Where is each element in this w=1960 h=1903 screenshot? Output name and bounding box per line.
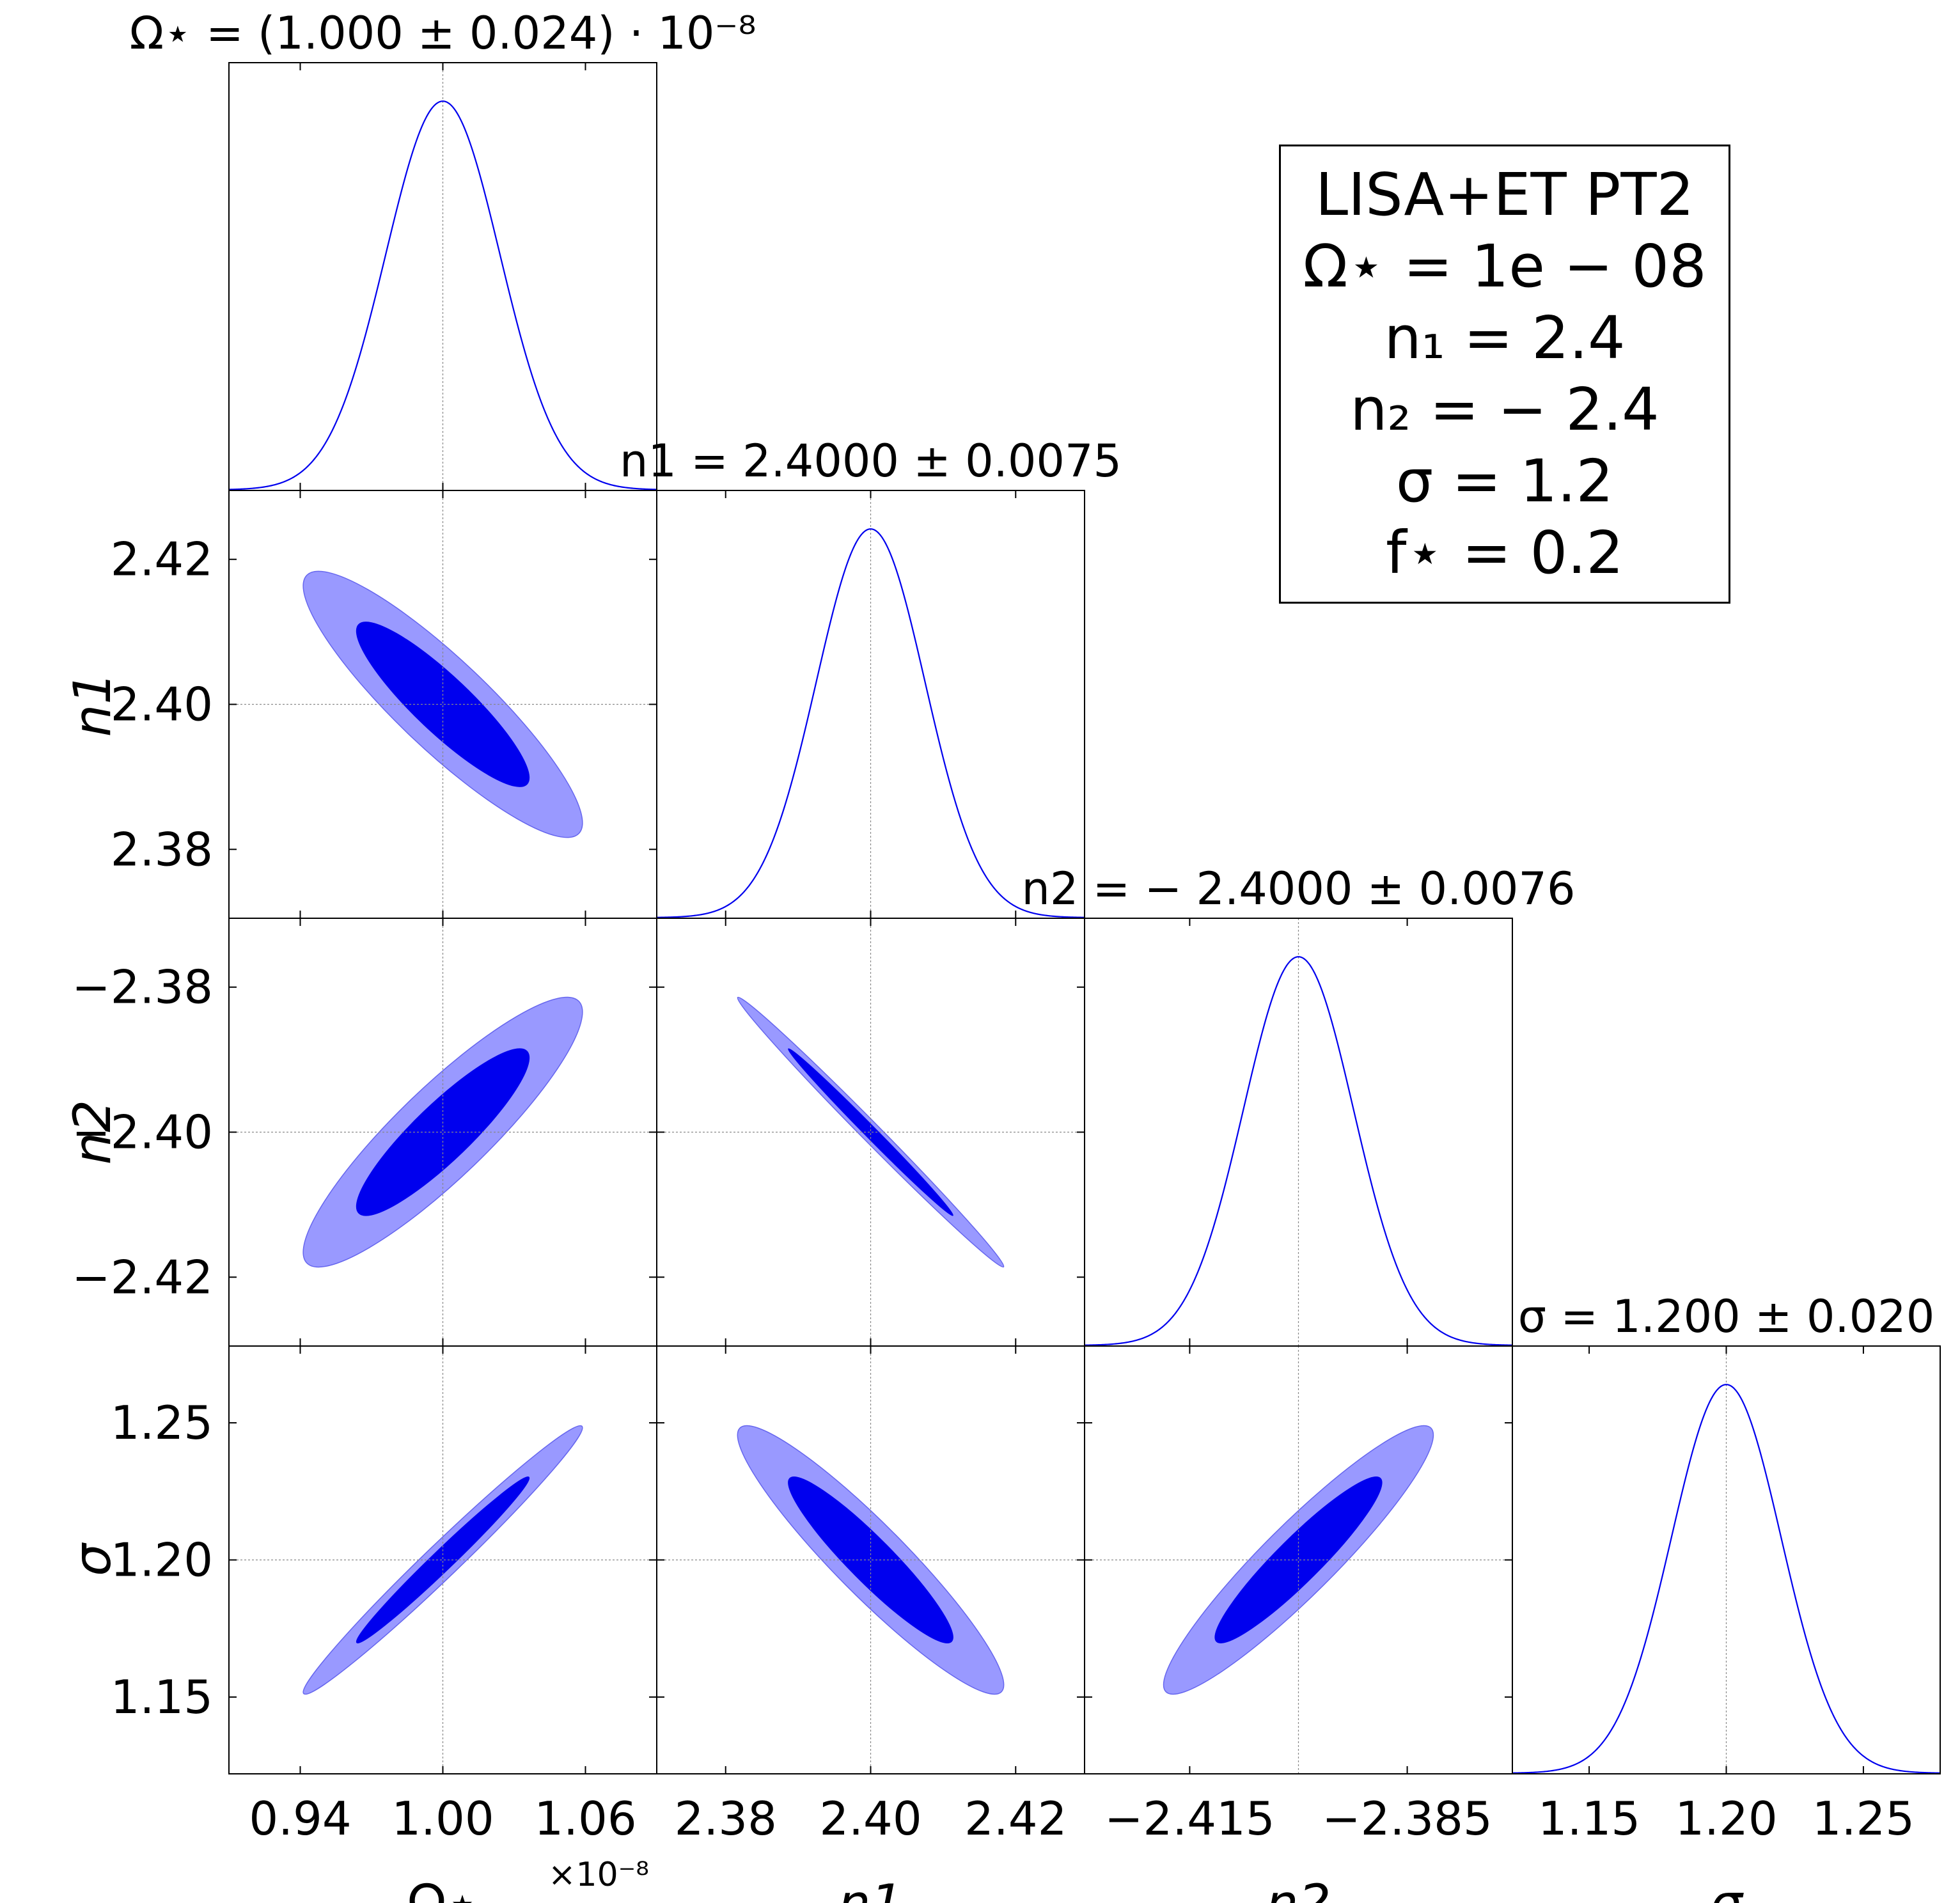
- contour-1sigma-sigma-vs-n2: [1214, 1476, 1383, 1643]
- x-tick-label-n2: −2.415: [1104, 1792, 1274, 1845]
- y-tick-label-sigma: 1.15: [111, 1670, 213, 1724]
- legend-omega: Ω⋆ = 1e − 08: [1303, 232, 1707, 301]
- x-axis-label-omega: Ω⋆: [407, 1874, 478, 1903]
- x-tick-label-omega: 1.06: [534, 1792, 636, 1845]
- x-tick-label-n1: 2.40: [819, 1792, 921, 1845]
- y-tick-label-n1: 2.42: [111, 533, 213, 586]
- x-axis-label-sigma: σ: [1710, 1874, 1744, 1903]
- contour-1sigma-n2-vs-omega: [356, 1048, 530, 1216]
- x-tick-label-n1: 2.38: [675, 1792, 777, 1845]
- x-tick-label-n2: −2.385: [1322, 1792, 1492, 1845]
- x-tick-label-n1: 2.42: [964, 1792, 1067, 1845]
- y-tick-label-n1: 2.38: [111, 822, 213, 876]
- legend-title: LISA+ET PT2: [1315, 161, 1695, 229]
- y-axis-label-n2: n2: [63, 1100, 122, 1165]
- posterior-curve-n1: [656, 528, 1085, 918]
- panel-frame-3-3: [1512, 1345, 1941, 1774]
- contour-1sigma-sigma-vs-omega: [356, 1476, 530, 1643]
- x-tick-label-sigma: 1.20: [1675, 1792, 1777, 1845]
- x-tick-label-omega: 1.00: [391, 1792, 494, 1845]
- y-axis-label-sigma: σ: [63, 1542, 122, 1576]
- y-tick-label-n2: −2.38: [72, 960, 213, 1014]
- x-tick-label-sigma: 1.15: [1538, 1792, 1640, 1845]
- legend-fstar: f⋆ = 0.2: [1386, 519, 1624, 587]
- x-axis-label-n1: n1: [838, 1874, 904, 1903]
- legend-box: LISA+ET PT2 Ω⋆ = 1e − 08 n₁ = 2.4 n₂ = −…: [1279, 145, 1730, 604]
- x-tick-label-omega: 0.94: [249, 1792, 351, 1845]
- posterior-curve-n2: [1084, 956, 1513, 1346]
- panel-frame-2-2: [1084, 918, 1513, 1347]
- panel-frame-1-1: [656, 490, 1085, 919]
- y-tick-label-sigma: 1.20: [111, 1533, 213, 1587]
- y-tick-label-n1: 2.40: [111, 678, 213, 732]
- contour-1sigma-sigma-vs-n1: [788, 1476, 953, 1643]
- y-tick-label-n2: −2.40: [72, 1106, 213, 1159]
- panel-title-n2: n2 = − 2.4000 ± 0.0076: [1022, 863, 1576, 915]
- x-axis-label-n2: n2: [1266, 1874, 1331, 1903]
- y-tick-label-n2: −2.42: [72, 1250, 213, 1304]
- legend-n2: n₂ = − 2.4: [1350, 375, 1659, 444]
- y-axis-label-n1: n1: [63, 672, 122, 737]
- legend-sigma: σ = 1.2: [1395, 447, 1614, 515]
- posterior-curve-omega: [228, 100, 657, 490]
- legend-n1: n₁ = 2.4: [1384, 304, 1626, 372]
- contour-1sigma-n1-vs-omega: [356, 622, 530, 787]
- posterior-curve-sigma: [1512, 1384, 1941, 1774]
- x-offset-label-omega: ×10⁻⁸: [548, 1856, 649, 1894]
- contour-1sigma-n2-vs-n1: [788, 1048, 953, 1216]
- y-tick-label-sigma: 1.25: [111, 1396, 213, 1450]
- x-tick-label-sigma: 1.25: [1812, 1792, 1915, 1845]
- panel-title-n1: n1 = 2.4000 ± 0.0075: [620, 435, 1122, 487]
- panel-title-omega: Ω⋆ = (1.000 ± 0.024) · 10⁻⁸: [130, 7, 757, 59]
- panel-title-sigma: σ = 1.200 ± 0.020: [1518, 1290, 1934, 1343]
- panel-frame-0-0: [228, 62, 657, 491]
